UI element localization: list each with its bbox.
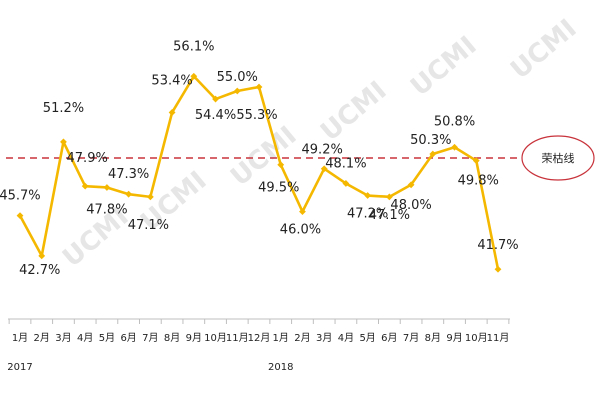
data-label: 47.1%	[128, 218, 169, 233]
x-tick-label: 9月	[446, 332, 462, 344]
data-label: 49.8%	[458, 174, 499, 189]
x-tick-label: 10月	[204, 332, 227, 344]
year-label-2018: 2018	[268, 362, 293, 373]
watermark-text: UCMI	[405, 31, 482, 103]
data-label: 47.8%	[86, 202, 127, 217]
x-tick-label: 4月	[77, 332, 93, 344]
x-tick-label: 1月	[273, 332, 289, 344]
data-label: 55.0%	[217, 70, 258, 85]
data-label: 56.1%	[173, 39, 214, 54]
x-tick-label: 9月	[186, 332, 202, 344]
data-label: 47.1%	[369, 208, 410, 223]
data-label: 48.1%	[325, 156, 366, 171]
data-label: 54.4%	[195, 108, 236, 123]
data-point	[168, 109, 176, 116]
data-label: 47.3%	[108, 167, 149, 182]
x-tick-label: 3月	[55, 332, 71, 344]
x-tick-label: 10月	[465, 332, 488, 344]
data-label: 47.9%	[67, 151, 108, 166]
data-point	[255, 83, 263, 91]
x-tick-label: 6月	[120, 332, 136, 344]
data-label: 42.7%	[19, 263, 60, 278]
x-tick-label: 1月	[12, 332, 28, 344]
x-tick-label: 4月	[338, 332, 354, 344]
data-point	[451, 143, 458, 151]
data-label: 53.4%	[151, 73, 192, 88]
data-point	[494, 265, 502, 273]
data-label: 48.0%	[390, 198, 431, 213]
data-point	[472, 157, 480, 165]
data-point	[364, 192, 372, 199]
data-point	[429, 150, 437, 158]
data-point	[125, 190, 133, 198]
data-label: 41.7%	[477, 238, 518, 253]
x-tick-label: 2月	[34, 332, 50, 344]
data-point	[385, 193, 393, 201]
data-label: 55.3%	[236, 108, 277, 123]
x-tick-label: 11月	[226, 332, 249, 344]
data-point	[190, 72, 198, 80]
data-point	[103, 184, 111, 191]
x-tick-label: 12月	[248, 332, 271, 344]
reference-line-label: 荣枯线	[542, 151, 575, 165]
reference-line-group: 荣枯线	[6, 135, 595, 181]
data-label: 50.8%	[434, 114, 475, 129]
data-label: 47.2%	[347, 207, 388, 222]
data-point	[299, 208, 306, 215]
x-tick-label: 11月	[487, 332, 510, 344]
data-label: 49.5%	[258, 181, 299, 196]
x-tick-label: 3月	[316, 332, 332, 344]
x-tick-label: 5月	[99, 332, 115, 344]
reference-line-callout	[521, 135, 595, 181]
data-point	[81, 182, 89, 190]
watermark-text: UCMI	[315, 76, 392, 148]
data-point	[277, 161, 285, 169]
data-point	[342, 180, 350, 187]
x-tick-label: 8月	[164, 332, 180, 344]
x-tick-label: 6月	[381, 332, 397, 344]
x-tick-label: 7月	[403, 332, 419, 344]
data-point	[212, 95, 219, 103]
data-labels-layer: 45.7% 42.7% 51.2% 47.9% 47.8% 47.3% 47.1% 53.4%…	[0, 39, 519, 278]
data-point	[233, 87, 241, 95]
x-tick-label: 8月	[425, 332, 441, 344]
data-point	[146, 193, 154, 201]
data-point	[16, 212, 24, 220]
data-point	[38, 252, 46, 260]
data-point	[60, 138, 67, 146]
data-label: 45.7%	[0, 189, 41, 204]
x-tick-label: 5月	[359, 332, 375, 344]
data-label: 51.2%	[43, 101, 84, 116]
year-label-2017: 2017	[7, 362, 32, 373]
watermark-text: UCMI	[505, 14, 582, 86]
series-layer	[16, 72, 502, 273]
data-point	[407, 181, 415, 189]
x-tick-label: 7月	[142, 332, 158, 344]
data-label: 46.0%	[280, 223, 321, 238]
data-point	[320, 165, 328, 173]
data-label: 49.2%	[302, 143, 343, 158]
data-label: 50.3%	[410, 133, 451, 148]
x-tick-label: 2月	[294, 332, 310, 344]
